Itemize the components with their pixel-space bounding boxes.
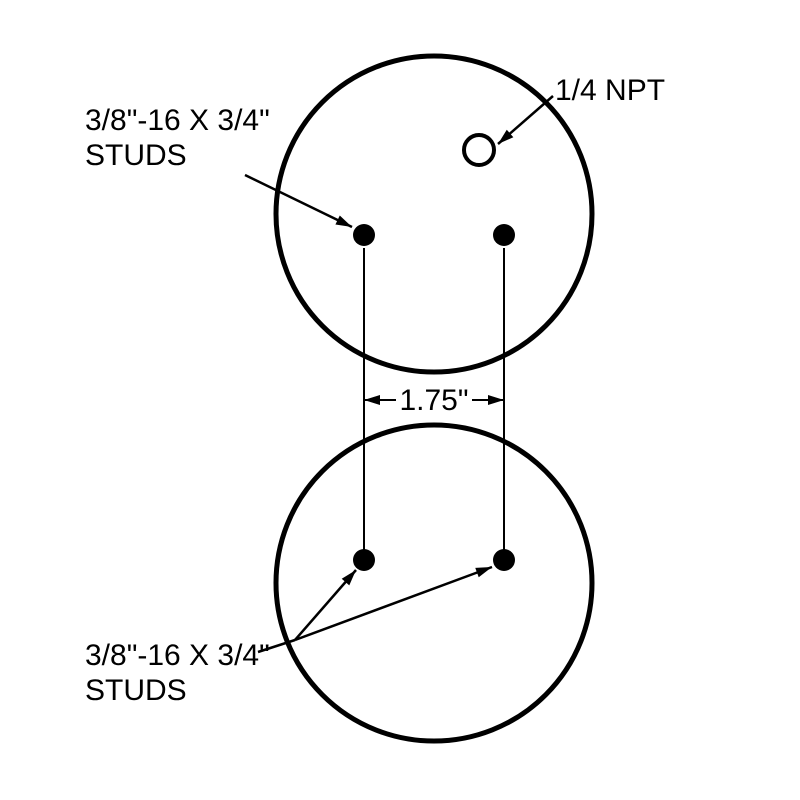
stud-bottom-right bbox=[493, 549, 515, 571]
label-top-studs-line1: 3/8"-16 X 3/4" bbox=[85, 104, 270, 137]
bottom-plate-circle bbox=[276, 425, 592, 741]
dimension-arrow-right bbox=[488, 395, 504, 405]
dimension-label: 1.75" bbox=[399, 384, 468, 417]
stud-bottom-left bbox=[353, 549, 375, 571]
leader-bottom-right bbox=[295, 567, 492, 640]
leader-bottom-right-arrow-icon bbox=[475, 567, 492, 577]
npt-hole-circle bbox=[464, 135, 494, 165]
stud-top-left bbox=[353, 224, 375, 246]
label-npt: 1/4 NPT bbox=[555, 74, 665, 107]
label-top-studs-line2: STUDS bbox=[85, 139, 187, 172]
mechanical-diagram: 1.75" 3/8"-16 X 3/4" STUDS 3/8"-16 X 3/4… bbox=[0, 0, 800, 800]
dimension-arrow-left bbox=[364, 395, 380, 405]
label-bottom-studs-line2: STUDS bbox=[85, 674, 187, 707]
leader-top-studs-arrow-icon bbox=[335, 216, 352, 227]
stud-top-right bbox=[493, 224, 515, 246]
leader-top-studs bbox=[245, 175, 352, 227]
label-bottom-studs-line1: 3/8"-16 X 3/4" bbox=[85, 639, 270, 672]
